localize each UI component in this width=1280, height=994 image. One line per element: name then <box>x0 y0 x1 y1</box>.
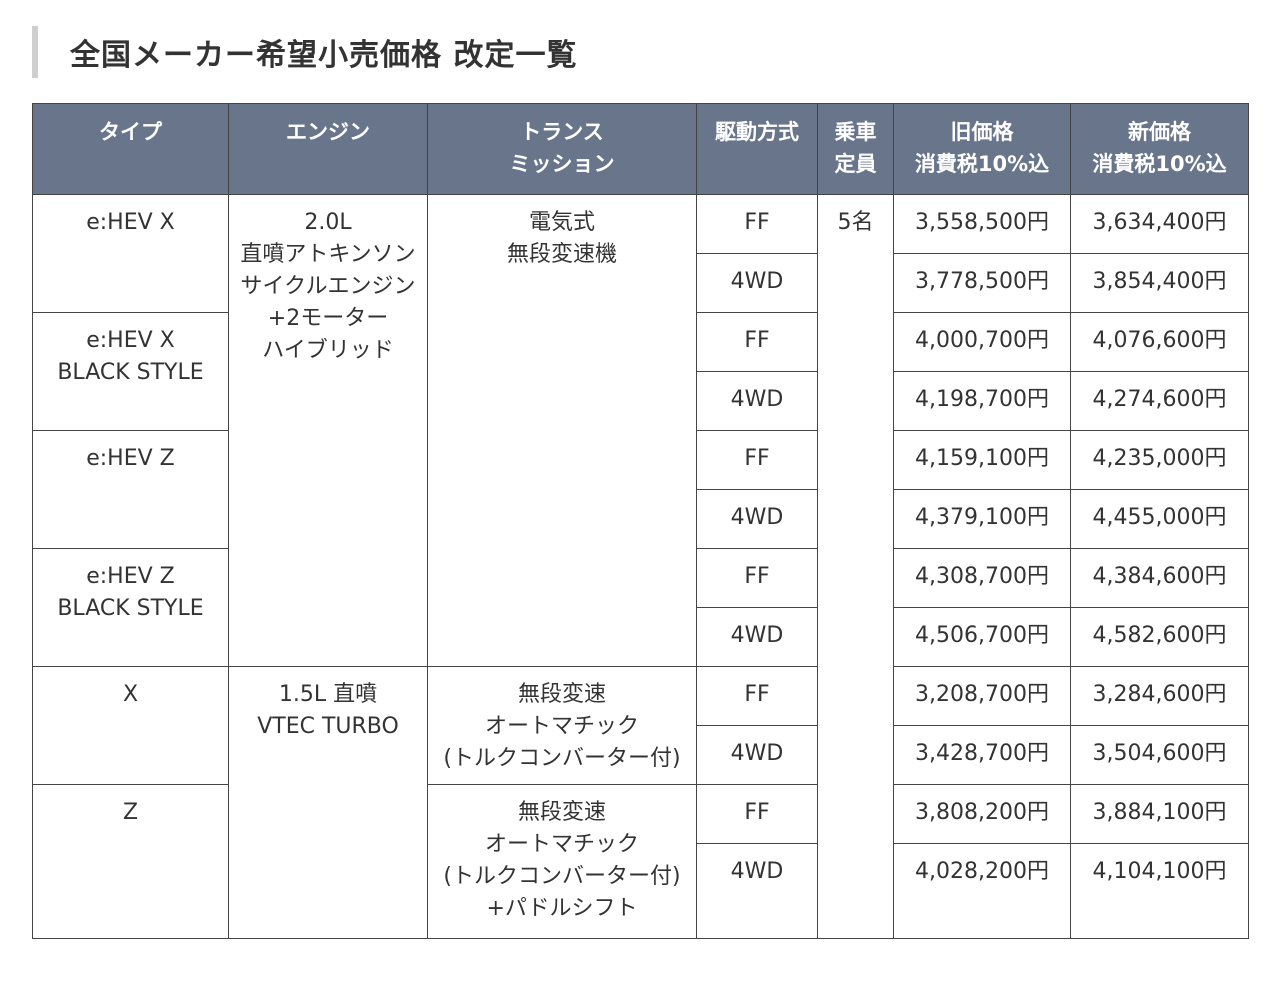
capacity-cell: 5名 <box>817 194 894 939</box>
new-price-cell: 4,384,600円 <box>1070 548 1249 608</box>
model-cell: e:HEV Z BLACK STYLE <box>32 548 229 667</box>
table-row: 4WD 4,379,100円 4,455,000円 <box>33 489 1249 549</box>
drive-cell: FF <box>696 666 818 726</box>
new-price-cell: 3,634,400円 <box>1070 194 1249 254</box>
header-new-price: 新価格 消費税10%込 <box>1070 103 1249 195</box>
price-table: タイプ エンジン トランス ミッション 駆動方式 乗車 定員 旧価格 消費税10%込 … <box>32 103 1249 939</box>
old-price-cell: 3,558,500円 <box>893 194 1071 254</box>
model-cell: Z <box>32 784 229 939</box>
page-heading: 全国メーカー希望小売価格 改定一覧 <box>32 26 577 78</box>
table-row: Z 無段変速 オートマチック (トルクコンバーター付) +パドルシフト FF 3,80… <box>32 784 1249 939</box>
new-price-cell: 4,455,000円 <box>1070 489 1249 549</box>
old-price-cell: 3,808,200円 <box>893 784 1071 844</box>
old-price-cell: 3,428,700円 <box>893 725 1071 785</box>
engine-cell: 2.0L 直噴アトキンソン サイクルエンジン +2モーター ハイブリッド <box>228 194 428 667</box>
old-price-cell: 4,159,100円 <box>893 430 1071 490</box>
page-title: 全国メーカー希望小売価格 改定一覧 <box>70 38 578 73</box>
new-price-cell: 4,582,600円 <box>1070 607 1249 667</box>
header-capacity: 乗車 定員 <box>817 103 894 195</box>
table-row: e:HEV Z FF 4,159,100円 4,235,000円 <box>32 430 1249 549</box>
drive-cell: FF <box>696 784 818 844</box>
drive-cell: FF <box>696 430 818 490</box>
drive-cell: 4WD <box>696 489 818 549</box>
engine-cell: 1.5L 直噴 VTEC TURBO <box>228 666 428 939</box>
header-transmission: トランス ミッション <box>427 103 697 195</box>
old-price-cell: 4,506,700円 <box>893 607 1071 667</box>
old-price-cell: 4,379,100円 <box>893 489 1071 549</box>
model-cell: X <box>32 666 229 785</box>
drive-cell: FF <box>696 312 818 372</box>
new-price-cell: 4,274,600円 <box>1070 371 1249 431</box>
model-cell: e:HEV X <box>32 194 229 313</box>
old-price-cell: 3,208,700円 <box>893 666 1071 726</box>
drive-cell: FF <box>696 194 818 254</box>
table-row: 4WD 3,778,500円 3,854,400円 <box>33 253 1249 313</box>
old-price-cell: 4,028,200円 <box>893 843 1071 939</box>
table-row: 4WD 4,506,700円 4,582,600円 <box>33 607 1249 667</box>
header-engine: エンジン <box>228 103 428 195</box>
old-price-cell: 3,778,500円 <box>893 253 1071 313</box>
new-price-cell: 4,076,600円 <box>1070 312 1249 372</box>
new-price-cell: 4,104,100円 <box>1070 843 1249 939</box>
table-row: 4WD 4,198,700円 4,274,600円 <box>33 371 1249 431</box>
old-price-cell: 4,000,700円 <box>893 312 1071 372</box>
drive-cell: 4WD <box>696 725 818 785</box>
transmission-cell: 無段変速 オートマチック (トルクコンバーター付) <box>427 666 697 785</box>
new-price-cell: 3,854,400円 <box>1070 253 1249 313</box>
table-row: 4WD 4,028,200円 4,104,100円 <box>33 843 1249 939</box>
new-price-cell: 4,235,000円 <box>1070 430 1249 490</box>
table-row: X 1.5L 直噴 VTEC TURBO 無段変速 オートマチック (トルクコンバータ… <box>32 666 1249 939</box>
header-row: タイプ エンジン トランス ミッション 駆動方式 乗車 定員 旧価格 消費税10%込 … <box>32 103 1249 195</box>
drive-cell: 4WD <box>696 607 818 667</box>
transmission-cell: 無段変速 オートマチック (トルクコンバーター付) +パドルシフト <box>427 784 697 939</box>
drive-cell: 4WD <box>696 843 818 939</box>
drive-cell: FF <box>696 548 818 608</box>
new-price-cell: 3,504,600円 <box>1070 725 1249 785</box>
header-old-price: 旧価格 消費税10%込 <box>893 103 1071 195</box>
table-row: e:HEV Z BLACK STYLE FF 4,308,700円 4,384,6… <box>32 548 1249 667</box>
model-cell: e:HEV Z <box>32 430 229 549</box>
old-price-cell: 4,198,700円 <box>893 371 1071 431</box>
drive-cell: 4WD <box>696 253 818 313</box>
new-price-cell: 3,284,600円 <box>1070 666 1249 726</box>
model-cell: e:HEV X BLACK STYLE <box>32 312 229 431</box>
table-row: e:HEV X 2.0L 直噴アトキンソン サイクルエンジン +2モーター ハイブリッド… <box>32 194 1249 939</box>
old-price-cell: 4,308,700円 <box>893 548 1071 608</box>
drive-cell: 4WD <box>696 371 818 431</box>
header-drive: 駆動方式 <box>696 103 818 195</box>
new-price-cell: 3,884,100円 <box>1070 784 1249 844</box>
transmission-cell: 電気式 無段変速機 <box>427 194 697 667</box>
header-type: タイプ <box>32 103 229 195</box>
